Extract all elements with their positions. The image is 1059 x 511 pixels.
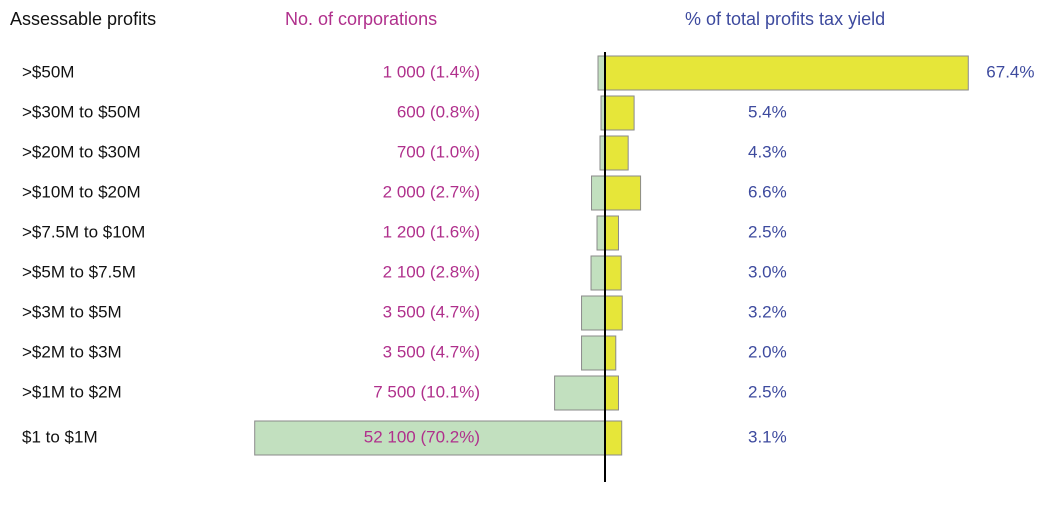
bar xyxy=(604,135,629,171)
value-label: 2 000 (2.7%) xyxy=(383,182,480,201)
value-label: 2.5% xyxy=(748,382,787,401)
left-header: No. of corporations xyxy=(285,9,437,29)
value-label: 3.0% xyxy=(748,262,787,281)
value-label: 52 100 (70.2%) xyxy=(364,427,480,446)
category-label: >$50M xyxy=(22,62,74,81)
category-label: >$20M to $30M xyxy=(22,142,141,161)
category-label: >$3M to $5M xyxy=(22,302,122,321)
bar xyxy=(604,420,623,456)
bar xyxy=(604,255,622,291)
right-header: % of total profits tax yield xyxy=(685,9,885,29)
bar xyxy=(581,335,606,371)
bar xyxy=(604,175,642,211)
bar xyxy=(604,295,623,331)
category-label: >$5M to $7.5M xyxy=(22,262,136,281)
value-label: 700 (1.0%) xyxy=(397,142,480,161)
value-label: 3.1% xyxy=(748,427,787,446)
value-label: 3 500 (4.7%) xyxy=(383,302,480,321)
value-label: 67.4% xyxy=(986,62,1034,81)
value-label: 5.4% xyxy=(748,102,787,121)
bar xyxy=(604,375,619,411)
bar xyxy=(604,215,619,251)
bar xyxy=(604,55,969,91)
category-header: Assessable profits xyxy=(10,9,156,29)
value-label: 7 500 (10.1%) xyxy=(373,382,480,401)
value-label: 3.2% xyxy=(748,302,787,321)
value-label: 1 000 (1.4%) xyxy=(383,62,480,81)
bar xyxy=(254,420,606,456)
bar xyxy=(597,55,606,91)
bar xyxy=(591,175,606,211)
value-label: 1 200 (1.6%) xyxy=(383,222,480,241)
category-label: >$10M to $20M xyxy=(22,182,141,201)
category-label: >$30M to $50M xyxy=(22,102,141,121)
value-label: 2.5% xyxy=(748,222,787,241)
value-label: 2.0% xyxy=(748,342,787,361)
bar xyxy=(590,255,606,291)
category-label: $1 to $1M xyxy=(22,427,98,446)
bar xyxy=(604,335,617,371)
value-label: 3 500 (4.7%) xyxy=(383,342,480,361)
bar xyxy=(596,215,606,251)
bar xyxy=(554,375,606,411)
value-label: 600 (0.8%) xyxy=(397,102,480,121)
category-label: >$2M to $3M xyxy=(22,342,122,361)
bar xyxy=(581,295,606,331)
bar xyxy=(604,95,635,131)
category-label: >$7.5M to $10M xyxy=(22,222,145,241)
value-label: 6.6% xyxy=(748,182,787,201)
value-label: 2 100 (2.8%) xyxy=(383,262,480,281)
category-label: >$1M to $2M xyxy=(22,382,122,401)
value-label: 4.3% xyxy=(748,142,787,161)
